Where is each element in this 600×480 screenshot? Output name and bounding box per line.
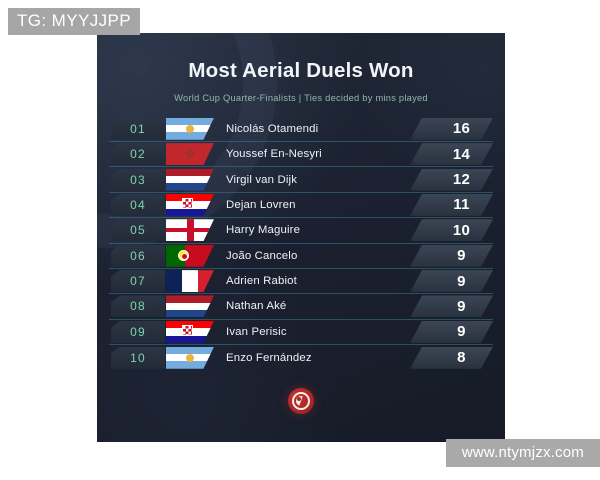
player-name: Youssef En-Nesyri: [226, 148, 322, 161]
rank-chip: 07: [111, 270, 165, 293]
rank-number: 02: [130, 147, 146, 162]
page-title: Most Aerial Duels Won: [188, 59, 414, 82]
score-pill: 14: [410, 143, 493, 165]
table-row: 05 Harry Maguire 10: [109, 218, 493, 244]
tg-watermark-label: TG: MYYJJPP: [8, 8, 140, 35]
flag-morocco-icon: ☆: [166, 143, 214, 166]
table-row: 09 Ivan Perisic 9: [109, 320, 493, 346]
score-value: 8: [457, 349, 466, 367]
player-name: Adrien Rabiot: [226, 275, 297, 288]
score-pill: 9: [410, 245, 493, 267]
player-name: Ivan Perisic: [226, 325, 287, 338]
table-row: 02 ☆ Youssef En-Nesyri 14: [109, 142, 493, 168]
table-row: 08 Nathan Aké 9: [109, 294, 493, 320]
flag-netherlands-icon: [166, 295, 214, 318]
rank-chip: 06: [111, 244, 165, 267]
rank-number: 05: [130, 223, 146, 238]
table-row: 07 Adrien Rabiot 9: [109, 269, 493, 295]
score-value: 9: [457, 247, 466, 265]
score-value: 16: [452, 120, 471, 138]
flag-croatia-icon: [166, 320, 214, 343]
player-name: João Cancelo: [226, 249, 298, 262]
flag-portugal-icon: [166, 244, 214, 267]
panel-footer: [97, 388, 505, 415]
infographic-panel: Most Aerial Duels Won World Cup Quarter-…: [97, 33, 505, 442]
player-name: Nicolás Otamendi: [226, 122, 319, 135]
table-row: 06 João Cancelo 9: [109, 244, 493, 269]
score-pill: 12: [410, 169, 493, 191]
score-pill: 10: [410, 219, 493, 241]
rank-chip: 02: [111, 143, 165, 166]
rank-chip: 09: [111, 320, 165, 343]
table-row: 01 Nicolás Otamendi 16: [109, 117, 493, 142]
score-pill: 11: [410, 194, 493, 216]
table-row: 10 Enzo Fernández 8: [109, 345, 493, 370]
score-value: 11: [453, 196, 470, 214]
rank-number: 06: [130, 248, 146, 263]
flag-france-icon: [166, 270, 214, 293]
rank-chip: 03: [111, 168, 165, 191]
score-value: 12: [452, 171, 471, 189]
rank-number: 08: [130, 299, 146, 314]
rank-chip: 10: [111, 346, 165, 369]
panel-header: Most Aerial Duels Won World Cup Quarter-…: [97, 33, 505, 103]
brand-logo-icon: [288, 388, 314, 415]
rank-number: 10: [130, 350, 146, 365]
player-name: Harry Maguire: [226, 224, 301, 237]
site-watermark: www.ntymjzx.com: [445, 439, 600, 467]
table-row: 03 Virgil van Dijk 12: [109, 167, 493, 193]
score-value: 9: [457, 297, 466, 315]
score-pill: 16: [410, 118, 493, 140]
rank-chip: 04: [111, 193, 165, 216]
rank-number: 07: [130, 274, 146, 289]
score-value: 14: [452, 145, 471, 163]
score-value: 9: [457, 323, 466, 341]
player-name: Virgil van Dijk: [226, 173, 298, 186]
rank-number: 03: [130, 172, 146, 187]
rank-number: 09: [130, 324, 146, 339]
table-row: 04 Dejan Lovren 11: [109, 193, 493, 219]
rank-chip: 01: [111, 117, 165, 140]
score-pill: 9: [410, 295, 493, 317]
score-pill: 9: [410, 321, 493, 343]
player-name: Dejan Lovren: [226, 198, 296, 211]
flag-england-icon: [166, 219, 214, 242]
score-value: 10: [452, 221, 471, 239]
page-subtitle: World Cup Quarter-Finalists | Ties decid…: [174, 92, 428, 103]
player-name: Enzo Fernández: [226, 351, 312, 364]
rank-number: 01: [130, 121, 146, 136]
rank-chip: 05: [111, 219, 165, 242]
flag-argentina-icon: [166, 117, 214, 140]
flag-argentina-icon: [166, 346, 214, 369]
score-pill: 8: [410, 347, 493, 369]
player-name: Nathan Aké: [226, 300, 287, 313]
rank-chip: 08: [111, 295, 165, 318]
flag-croatia-icon: [166, 193, 214, 216]
flag-netherlands-icon: [166, 168, 214, 191]
score-value: 9: [457, 272, 466, 290]
ranking-list: 01 Nicolás Otamendi 16 02 ☆ Youssef En: [97, 117, 505, 371]
score-pill: 9: [410, 270, 493, 292]
rank-number: 04: [130, 197, 146, 212]
